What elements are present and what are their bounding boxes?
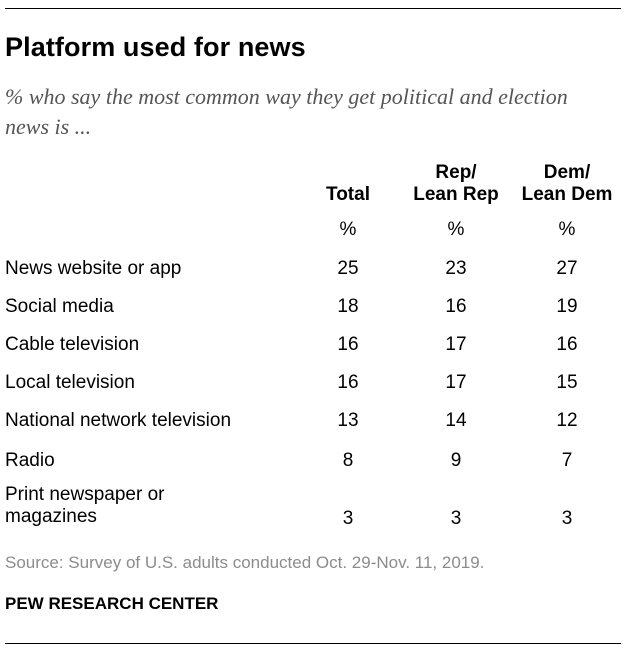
column-header-line2: Lean Rep [413,184,499,205]
value-dem: 3 [561,508,573,529]
value-rep: 16 [445,296,467,317]
source-note: Source: Survey of U.S. adults conducted … [5,553,485,572]
column-header-line1: Rep/ [435,162,477,183]
value-rep: 14 [445,410,467,431]
unit-label-rep: % [447,219,465,240]
row-label: National network television [5,410,232,431]
row-label: Cable television [5,334,140,355]
value-rep: 9 [450,450,462,471]
column-header-line1 [308,162,388,184]
value-total: 8 [342,450,354,471]
value-total: 16 [337,372,359,393]
top-rule [5,8,621,9]
column-header-line1: Dem/ [543,162,591,183]
value-dem: 12 [556,410,578,431]
chart-title: Platform used for news [5,32,306,62]
value-rep: 23 [445,258,467,279]
unit-label-total: % [339,219,357,240]
organization-credit: PEW RESEARCH CENTER [5,594,219,613]
value-dem: 19 [556,296,578,317]
row-label: Radio [5,450,55,471]
row-label: Print newspaper or magazines [5,484,165,527]
value-dem: 7 [561,450,573,471]
value-rep: 17 [445,372,467,393]
column-header-dem: Dem/ Lean Dem [511,162,623,206]
row-label: Social media [5,296,114,317]
column-header-line2: Total [326,184,370,205]
value-total: 25 [337,258,359,279]
column-header-line2: Lean Dem [521,184,613,205]
row-label: Local television [5,372,135,393]
value-dem: 15 [556,372,578,393]
unit-label-dem: % [558,219,576,240]
value-total: 18 [337,296,359,317]
chart-subtitle: % who say the most common way they get p… [5,84,568,139]
value-rep: 3 [450,508,462,529]
value-rep: 17 [445,334,467,355]
value-total: 13 [337,410,359,431]
value-total: 16 [337,334,359,355]
column-header-total: Total [308,162,388,206]
value-dem: 16 [556,334,578,355]
row-label: News website or app [5,258,182,279]
value-dem: 27 [556,258,578,279]
value-total: 3 [342,508,354,529]
bottom-rule [5,643,621,644]
column-header-rep: Rep/ Lean Rep [401,162,511,206]
